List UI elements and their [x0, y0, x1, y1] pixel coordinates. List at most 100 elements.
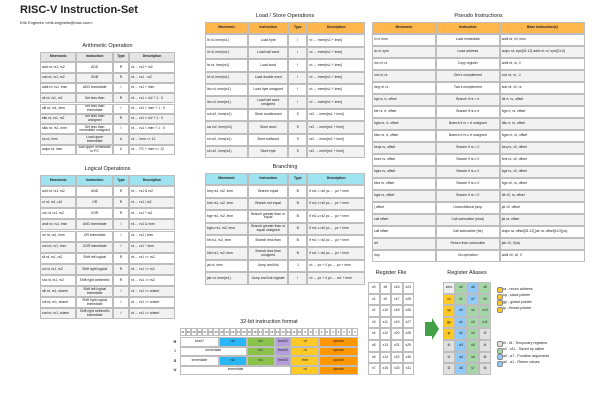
table-cell: rd ← rs1 < rs2 ? 1 : 0 [129, 113, 175, 125]
table-cell: I [288, 96, 308, 109]
register-cell: s2 [467, 305, 479, 317]
bit-number: 20 [241, 328, 247, 336]
table-cell: Load byte unsigned [248, 84, 289, 97]
table-cell: bgeu rt, rs, offset [499, 130, 585, 142]
table-title: Branching [272, 164, 298, 170]
table-cell: rd ← rs1 >> rs2 [129, 274, 175, 286]
bit-number: 23 [224, 328, 231, 336]
legend-label: tp - thread pointer [503, 306, 532, 311]
format-type: S [173, 357, 177, 363]
table-cell: rd ← rs1 + imm [129, 82, 175, 94]
table-cell: beqz rs, offset [372, 142, 436, 154]
register-cell: s10 [479, 305, 491, 317]
register-cell: t4 [479, 340, 491, 352]
table-cell: xori rd, rs1, imm [40, 241, 77, 253]
table-title: Logical Operations [84, 166, 131, 172]
table-cell: Load double word [248, 71, 289, 84]
format-field: opcode [319, 365, 358, 375]
table-cell: ori rd, rs1, imm [40, 230, 77, 242]
table-cell: rd ← rs1 < imm ? 1 : 0 [129, 103, 175, 114]
format-field: rs2 [218, 356, 247, 366]
table-cell: blez rs, offset [372, 178, 436, 190]
table-cell: not rd, rs [372, 70, 436, 82]
table-cell: Store halfword [248, 133, 289, 146]
register-cell: a0 [455, 305, 467, 317]
table-cell: rd ← rs1 ^ imm [129, 241, 175, 253]
table-cell: slti rd, rs1, imm [40, 103, 77, 114]
table-cell: srai rd, rs1, shamt [40, 308, 77, 320]
table-cell: rd ← rs1 >> shamt [129, 308, 175, 320]
table-cell: R [112, 62, 130, 73]
table-cell: sub rd, rs1, rs2 [40, 72, 77, 83]
register-cell: s9 [479, 293, 491, 306]
register-cell: x23 [391, 363, 403, 375]
table-cell: Unconditional jump [435, 202, 500, 214]
table-cell: Load immediate [435, 34, 500, 46]
format-field: immediate [180, 346, 247, 356]
grid-title: Register File [375, 270, 407, 276]
legend-label: s0 - s11 - Saved by callee [503, 347, 545, 352]
register-cell: x19 [391, 316, 403, 329]
legend-swatch [497, 300, 503, 306]
table-cell: Store word [248, 121, 289, 134]
grid-title: Register Aliases [447, 270, 487, 276]
register-cell: x31 [402, 363, 414, 375]
bit-number: 26 [207, 328, 214, 336]
table-cell: bge rt, rs, offset [499, 106, 585, 118]
register-cell: x21 [391, 340, 403, 352]
bit-number: 0 [352, 328, 358, 336]
table-cell: bltu rs1, rs2, imm [205, 247, 249, 260]
register-cell: x2 [368, 305, 380, 317]
register-cell: s3 [467, 316, 479, 329]
table-cell: lb rd, imm(rs1) [205, 34, 249, 47]
table-cell: Store byte [248, 146, 289, 159]
table-cell: rd ← rs1 | rs2 [129, 197, 175, 209]
register-cell: x6 [368, 351, 380, 364]
register-cell: s5 [467, 340, 479, 352]
table-cell: rd ← rs1 - rs2 [129, 72, 175, 83]
format-field: imm [291, 356, 319, 366]
table-cell: blt rs1, rs2, imm [205, 235, 249, 248]
column-header: Instruction [435, 22, 500, 34]
table-cell: rd ← rs1 ^ rs2 [129, 208, 175, 220]
register-cell: x16 [391, 282, 403, 294]
table-cell: Two's complement [435, 82, 500, 94]
table-cell: add rd, rs1, rs2 [40, 62, 77, 73]
bit-number: 9 [302, 328, 308, 336]
register-cell: x18 [391, 305, 403, 317]
table-cell: R [112, 186, 130, 198]
register-cell: x28 [402, 328, 414, 340]
table-cell: if rs1 < rs2 pc ← pc + imm [307, 235, 365, 248]
table-cell: bne rs, x0, offset [499, 154, 585, 166]
register-cell: s1 [455, 293, 467, 306]
table-cell: bgez rs, offset [372, 166, 436, 178]
table-cell: Shift right logical immediate [76, 297, 113, 309]
table-cell: No operation [435, 250, 500, 262]
register-cell: tp [443, 328, 455, 340]
legend-label: t0 - t6 - Temporary registers [503, 340, 548, 345]
bit-number: 1 [346, 328, 353, 336]
table-cell: Set less than unsigned [76, 113, 113, 125]
register-cell: sp [443, 305, 455, 317]
table-cell: I [112, 286, 130, 298]
bit-number: 27 [202, 328, 208, 336]
register-cell: ra [443, 293, 455, 306]
arrow [425, 318, 439, 340]
table-cell: Branch if rs ≤ 0 [435, 178, 500, 190]
register-cell: x5 [368, 340, 380, 352]
column-header: Mnemonic [40, 175, 77, 187]
table-cell: bltu rt, rs, offset [499, 118, 585, 130]
column-header: Instruction [76, 175, 113, 187]
table-cell: rd ← pc + 4 pc ← rs1 + imm [307, 272, 365, 285]
table-cell: auipc rd, imm [40, 144, 77, 155]
table-cell: rs2 → mem[rs1 + imm] [307, 133, 365, 146]
table-cell: Branch if rs ≠ 0 [435, 154, 500, 166]
table-cell: auipc rd, sym[31:12] addi rd, rd, sym[11… [499, 46, 585, 58]
table-cell: R [112, 72, 130, 83]
table-cell: Copy register [435, 58, 500, 70]
table-cell: B [288, 185, 308, 198]
table-cell: Branch if rs ≥ 0 [435, 166, 500, 178]
bit-number: 28 [196, 328, 203, 336]
table-cell: bgtu rs, rt, offset [372, 118, 436, 130]
column-header: Description [307, 173, 365, 186]
